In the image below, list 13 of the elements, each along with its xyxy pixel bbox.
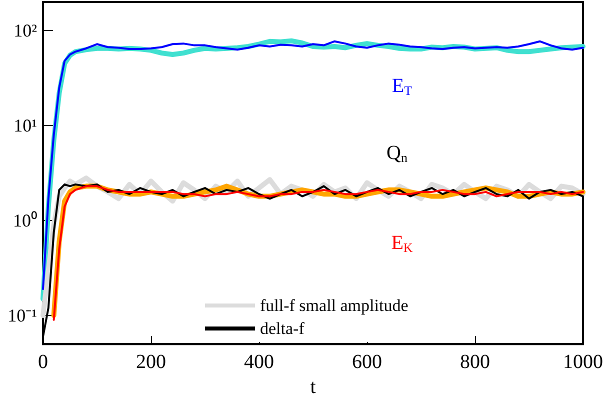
x-tick-label: 800 xyxy=(460,351,490,374)
y-tick-label: 10² xyxy=(14,20,37,41)
x-tick-label: 200 xyxy=(136,351,166,374)
x-tick-label: 0 xyxy=(38,351,48,374)
x-tick-label: 600 xyxy=(352,351,382,374)
y-tick-label: 10⁻¹ xyxy=(8,306,37,326)
legend-label: full-f small amplitude xyxy=(260,296,408,315)
y-tick-label: 10¹ xyxy=(14,116,37,136)
legend-label: delta-f xyxy=(260,319,305,338)
x-axis-title: t xyxy=(310,376,316,398)
y-tick-label: 10⁰ xyxy=(13,210,37,231)
x-tick-label: 1000 xyxy=(563,351,603,374)
x-tick-label: 400 xyxy=(244,351,274,374)
